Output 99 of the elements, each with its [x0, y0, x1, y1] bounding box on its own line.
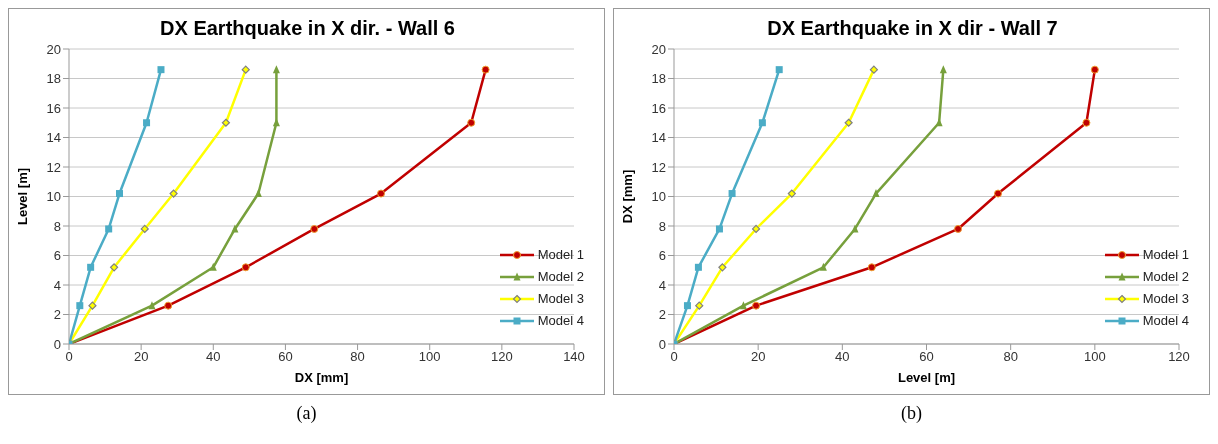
x-tick-label: 100	[418, 349, 441, 365]
y-tick-label: 8	[53, 218, 61, 234]
point	[241, 263, 250, 272]
y-tick-label: 6	[53, 248, 61, 264]
chart-title: DX Earthquake in X dir - Wall 7	[766, 17, 1059, 40]
y-tick-label: 10	[651, 189, 666, 205]
point	[481, 65, 490, 74]
y-tick-label: 8	[658, 218, 666, 234]
point	[728, 190, 736, 198]
x-axis-title: DX [mm]	[294, 370, 349, 385]
y-axis-title: DX [mm]	[619, 169, 635, 224]
point	[819, 262, 827, 271]
point	[695, 301, 704, 310]
y-axis-title: Level [m]	[14, 167, 30, 226]
x-axis-title: Level [m]	[897, 370, 956, 385]
point	[272, 118, 280, 127]
point	[169, 189, 178, 198]
point	[148, 301, 156, 310]
point	[844, 118, 853, 127]
point	[140, 224, 149, 234]
point	[787, 189, 796, 198]
x-tick-label: 140	[563, 349, 585, 365]
point	[143, 119, 151, 127]
point	[88, 301, 97, 310]
legend-label: Model 1	[1142, 246, 1189, 264]
point	[87, 263, 95, 271]
legend-label: Model 3	[1142, 290, 1189, 308]
point	[272, 65, 280, 74]
x-tick-label: 20	[133, 349, 149, 365]
legend-label: Model 4	[1142, 312, 1189, 330]
point	[752, 301, 761, 310]
point	[683, 302, 691, 310]
point	[116, 190, 123, 198]
point	[1082, 118, 1091, 127]
y-tick-label: 16	[651, 100, 666, 116]
legend-label: Model 2	[537, 268, 584, 286]
point	[939, 65, 947, 74]
point	[694, 263, 702, 271]
y-tick-label: 20	[46, 41, 61, 57]
x-tick-label: 60	[278, 349, 293, 365]
y-tick-label: 14	[46, 130, 61, 146]
point	[310, 224, 319, 233]
point	[994, 189, 1003, 198]
legend-label: Model 3	[537, 290, 584, 308]
x-tick-label: 0	[670, 349, 678, 365]
point	[954, 224, 963, 233]
y-tick-label: 6	[658, 248, 666, 264]
point	[157, 66, 165, 74]
point	[715, 225, 723, 233]
legend-label: Model 1	[537, 246, 584, 264]
point	[751, 224, 761, 234]
x-tick-label: 80	[350, 349, 365, 365]
point	[241, 65, 250, 74]
y-tick-label: 20	[651, 41, 666, 57]
x-tick-label: 80	[1003, 349, 1018, 365]
y-tick-label: 2	[658, 307, 666, 323]
x-tick-label: 100	[1083, 349, 1106, 365]
x-tick-label: 120	[491, 349, 513, 365]
point	[718, 263, 727, 272]
y-tick-label: 12	[46, 159, 61, 175]
legend-label: Model 2	[1142, 268, 1189, 286]
y-tick-label: 14	[651, 130, 666, 146]
point	[869, 65, 878, 74]
text: (b)	[900, 403, 923, 424]
point	[467, 118, 476, 127]
point	[109, 263, 119, 272]
y-tick-label: 10	[46, 189, 61, 205]
y-tick-label: 2	[53, 307, 61, 323]
point	[935, 118, 943, 127]
chart-title: DX Earthquake in X dir. - Wall 6	[159, 17, 456, 40]
point	[775, 66, 783, 74]
point	[76, 302, 84, 310]
point	[254, 189, 262, 198]
x-tick-label: 120	[1168, 349, 1190, 365]
y-tick-label: 4	[53, 277, 61, 293]
y-tick-label: 18	[651, 71, 666, 87]
y-tick-label: 0	[658, 336, 666, 352]
point	[105, 225, 113, 233]
y-tick-label: 4	[658, 277, 666, 293]
point	[377, 189, 386, 198]
point	[758, 119, 766, 127]
x-tick-label: 60	[919, 349, 934, 365]
text: (a)	[295, 403, 318, 424]
point	[867, 263, 876, 272]
y-tick-label: 12	[651, 159, 666, 175]
point	[739, 301, 747, 310]
y-tick-label: 16	[46, 100, 61, 116]
x-tick-label: 20	[750, 349, 766, 365]
point	[209, 262, 217, 271]
point	[872, 189, 880, 198]
point	[221, 118, 231, 127]
x-tick-label: 0	[65, 349, 73, 365]
point	[164, 301, 173, 310]
y-tick-label: 0	[53, 336, 61, 352]
y-tick-label: 18	[46, 71, 61, 87]
legend-label: Model 4	[537, 312, 584, 330]
point	[1090, 65, 1099, 74]
x-tick-label: 40	[206, 349, 221, 365]
x-tick-label: 40	[835, 349, 850, 365]
